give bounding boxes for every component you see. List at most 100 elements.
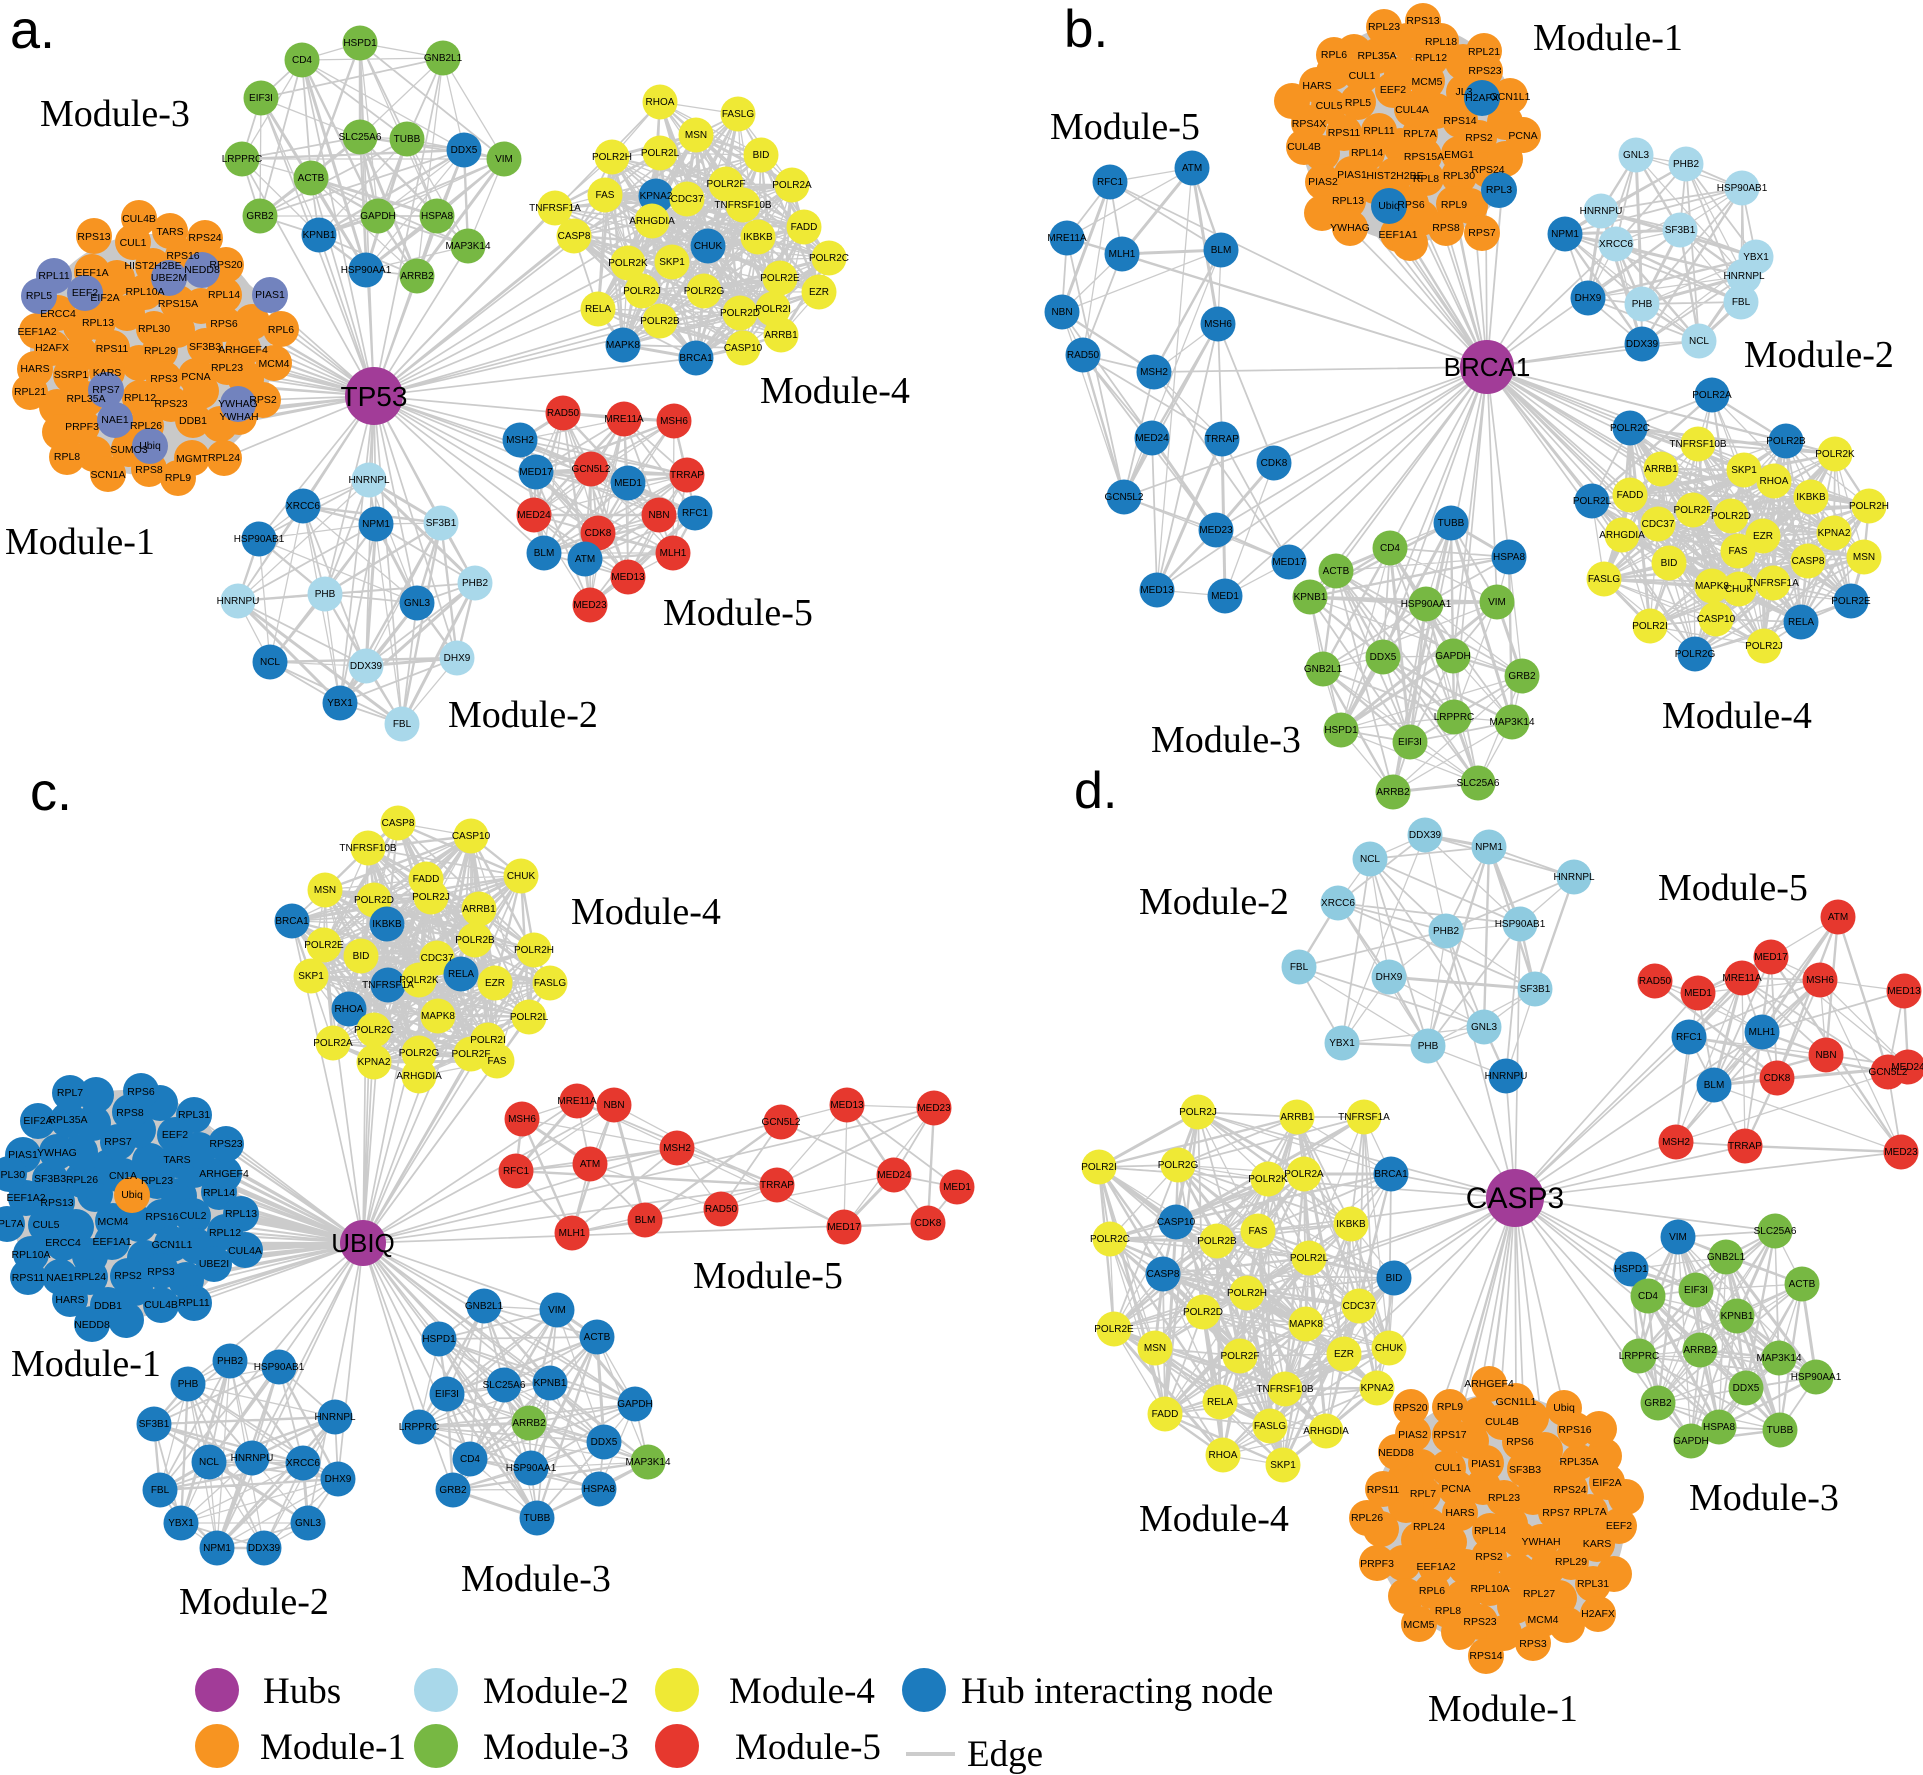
svg-text:Hubs: Hubs <box>263 1671 341 1712</box>
svg-text:BID: BID <box>1661 558 1678 569</box>
svg-text:CDK8: CDK8 <box>915 1218 942 1229</box>
svg-text:GCN5L2: GCN5L2 <box>762 1117 801 1128</box>
svg-text:ARHGEF4: ARHGEF4 <box>1464 1378 1514 1390</box>
svg-text:GNB2L1: GNB2L1 <box>1707 1252 1746 1263</box>
svg-text:RPS7: RPS7 <box>92 384 120 396</box>
svg-text:RAD50: RAD50 <box>1639 976 1672 987</box>
svg-text:Module-3: Module-3 <box>40 93 190 135</box>
svg-text:SF3B1: SF3B1 <box>1665 225 1696 236</box>
svg-text:YWHAH: YWHAH <box>219 411 258 423</box>
svg-text:FBL: FBL <box>1290 962 1309 973</box>
svg-text:TRRAP: TRRAP <box>670 470 704 481</box>
svg-text:ARHGDIA: ARHGDIA <box>1599 530 1645 541</box>
svg-text:HSP90AA1: HSP90AA1 <box>506 1463 557 1474</box>
svg-text:FADD: FADD <box>413 874 440 885</box>
svg-text:CUL4B: CUL4B <box>1485 1416 1519 1428</box>
svg-text:RPS20: RPS20 <box>1394 1402 1427 1414</box>
svg-text:GCN5L2: GCN5L2 <box>1869 1067 1908 1078</box>
svg-text:TNFRSF1A: TNFRSF1A <box>529 203 581 214</box>
svg-text:GAPDH: GAPDH <box>617 1399 653 1410</box>
svg-text:RPL8: RPL8 <box>1435 1605 1461 1617</box>
svg-text:MED23: MED23 <box>1199 525 1233 536</box>
svg-text:ATM: ATM <box>575 554 595 565</box>
svg-text:EIF2A: EIF2A <box>23 1115 52 1127</box>
svg-text:RPL23: RPL23 <box>211 362 243 374</box>
svg-text:RPL11: RPL11 <box>1363 125 1394 137</box>
svg-text:CDK8: CDK8 <box>1764 1073 1791 1084</box>
svg-text:MRE11A: MRE11A <box>604 414 644 425</box>
svg-text:NPM1: NPM1 <box>1551 229 1579 240</box>
svg-text:b.: b. <box>1064 0 1108 59</box>
svg-text:RPS11: RPS11 <box>96 343 129 355</box>
svg-text:EEF1A2: EEF1A2 <box>1416 1561 1455 1573</box>
svg-text:JL3: JL3 <box>1456 86 1473 98</box>
svg-text:EEF1A: EEF1A <box>75 267 108 279</box>
svg-text:KPNB1: KPNB1 <box>534 1378 567 1389</box>
svg-text:GCN5L2: GCN5L2 <box>1105 492 1144 503</box>
svg-text:MED23: MED23 <box>573 600 607 611</box>
svg-text:RPL35A: RPL35A <box>1357 50 1396 62</box>
svg-text:POLR2J: POLR2J <box>623 286 661 297</box>
svg-text:MED23: MED23 <box>917 1103 951 1114</box>
svg-text:Hub interacting node: Hub interacting node <box>961 1671 1273 1712</box>
svg-text:DDX5: DDX5 <box>591 1437 618 1448</box>
svg-text:RPL10A: RPL10A <box>11 1249 50 1261</box>
svg-text:XRCC6: XRCC6 <box>286 1458 320 1469</box>
svg-text:HNRNPU: HNRNPU <box>217 596 260 607</box>
svg-text:POLR2B: POLR2B <box>1766 436 1806 447</box>
svg-text:GNL3: GNL3 <box>295 1518 322 1529</box>
svg-text:MED24: MED24 <box>877 1170 911 1181</box>
svg-text:Ubiq: Ubiq <box>1553 1402 1575 1414</box>
svg-text:UBE2M: UBE2M <box>151 272 187 284</box>
svg-text:KARS: KARS <box>93 367 122 379</box>
svg-text:NEDD8: NEDD8 <box>1378 1447 1414 1459</box>
svg-text:RPL23: RPL23 <box>141 1175 173 1187</box>
svg-text:POLR2E: POLR2E <box>1831 596 1871 607</box>
svg-text:EZR: EZR <box>485 978 505 989</box>
svg-text:POLR2H: POLR2H <box>1849 501 1889 512</box>
svg-text:BID: BID <box>753 150 770 161</box>
svg-text:RPS11: RPS11 <box>1367 1484 1400 1496</box>
svg-text:RPS23: RPS23 <box>154 398 187 410</box>
svg-text:KPNA2: KPNA2 <box>1818 528 1851 539</box>
svg-text:PCNA: PCNA <box>1441 1483 1470 1495</box>
svg-text:ARRB2: ARRB2 <box>400 271 434 282</box>
svg-text:RFC1: RFC1 <box>682 508 709 519</box>
svg-text:NEDD8: NEDD8 <box>74 1319 110 1331</box>
svg-text:DDX39: DDX39 <box>350 661 383 672</box>
svg-text:LRPPRC: LRPPRC <box>222 154 263 165</box>
svg-text:HSPA8: HSPA8 <box>583 1484 615 1495</box>
svg-text:GNB2L1: GNB2L1 <box>424 53 463 64</box>
svg-text:DHX9: DHX9 <box>325 1474 352 1485</box>
svg-text:RPS14: RPS14 <box>1443 115 1476 127</box>
svg-text:POLR2H: POLR2H <box>592 152 632 163</box>
svg-text:RPS6: RPS6 <box>1397 199 1425 211</box>
svg-text:POLR2K: POLR2K <box>1815 449 1855 460</box>
svg-text:SSRP1: SSRP1 <box>54 369 89 381</box>
svg-text:ARRB1: ARRB1 <box>764 330 798 341</box>
svg-text:POLR2I: POLR2I <box>470 1035 506 1046</box>
svg-text:RPL6: RPL6 <box>1419 1585 1445 1597</box>
svg-text:POLR2A: POLR2A <box>313 1038 353 1049</box>
svg-text:POLR2A: POLR2A <box>1692 390 1732 401</box>
svg-text:ARRB1: ARRB1 <box>1644 464 1678 475</box>
svg-text:ARRB2: ARRB2 <box>512 1418 546 1429</box>
svg-text:POLR2H: POLR2H <box>1227 1288 1267 1299</box>
svg-text:RPS2: RPS2 <box>249 394 277 406</box>
svg-text:POLR2F: POLR2F <box>1221 1351 1260 1362</box>
svg-text:SLC25A6: SLC25A6 <box>339 132 382 143</box>
svg-text:PRPF3: PRPF3 <box>1360 1558 1394 1570</box>
svg-text:Module-3: Module-3 <box>483 1727 629 1768</box>
svg-text:PIAS1: PIAS1 <box>1471 1458 1501 1470</box>
svg-text:MSN: MSN <box>314 885 336 896</box>
svg-text:HSPD1: HSPD1 <box>343 38 377 49</box>
svg-text:KPNA2: KPNA2 <box>640 191 673 202</box>
svg-text:MCM5: MCM5 <box>1412 76 1443 88</box>
svg-text:d.: d. <box>1074 762 1117 820</box>
svg-text:POLR2G: POLR2G <box>1675 649 1716 660</box>
svg-text:HSPD1: HSPD1 <box>1324 725 1358 736</box>
svg-text:GRB2: GRB2 <box>439 1485 467 1496</box>
svg-text:BLM: BLM <box>635 1215 656 1226</box>
svg-text:HSP90AA1: HSP90AA1 <box>341 265 392 276</box>
svg-text:NPM1: NPM1 <box>1475 842 1503 853</box>
